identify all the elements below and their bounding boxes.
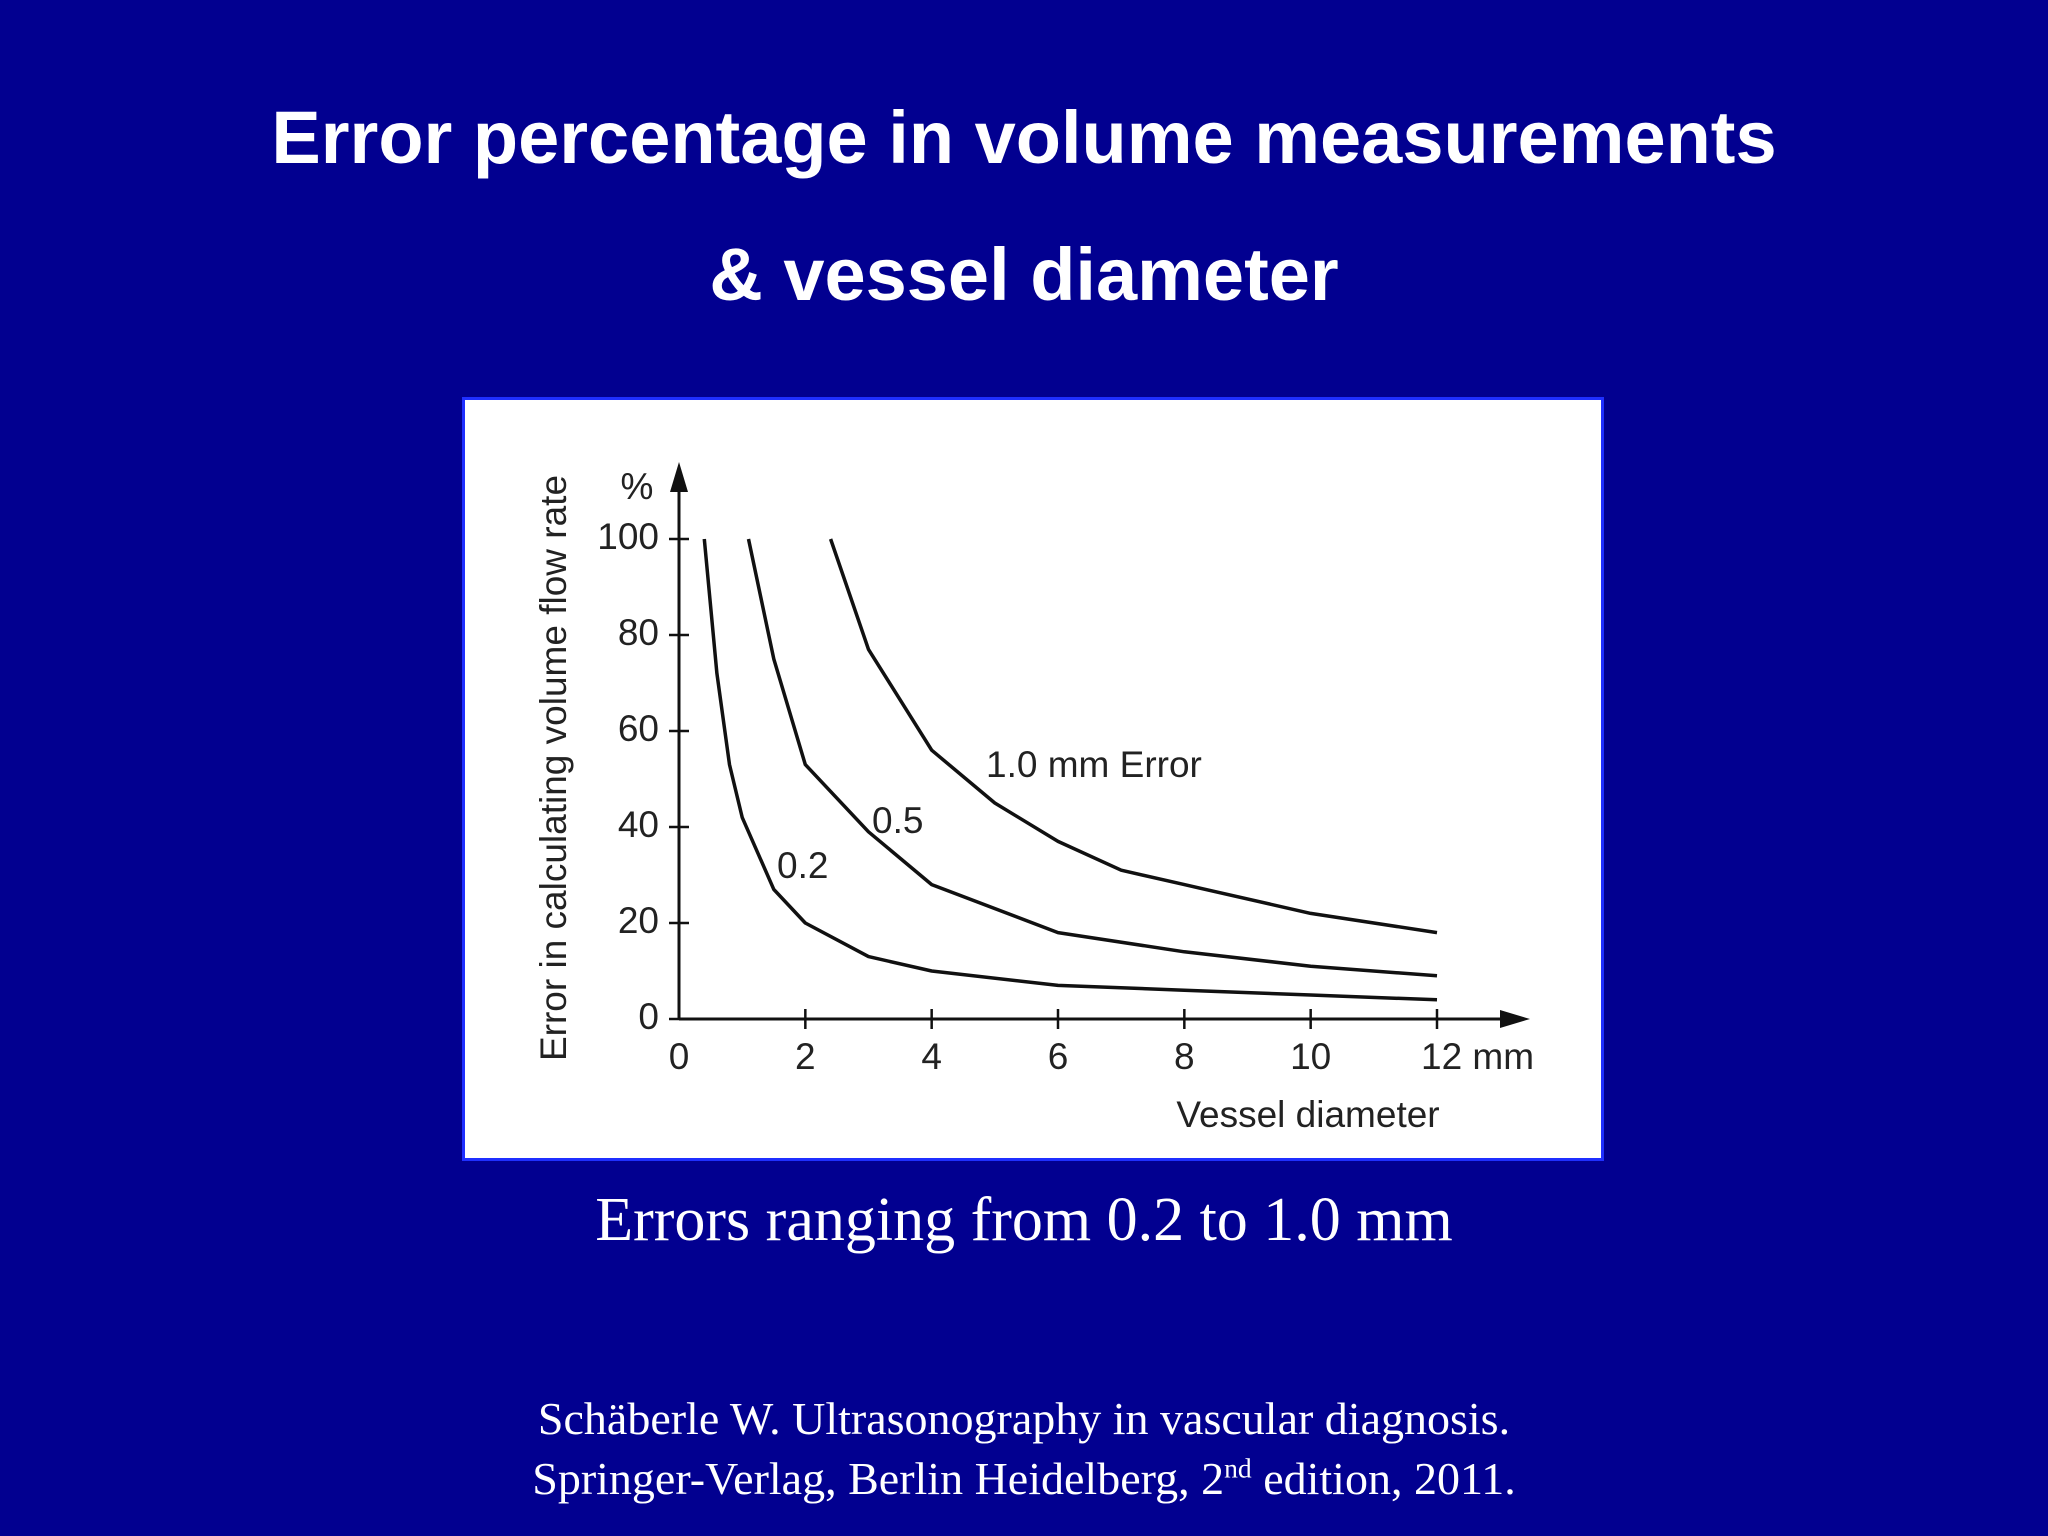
line (746, 538, 1438, 978)
x-tick-label: 10 (1290, 1036, 1331, 1077)
x-tick-label: 4 (921, 1036, 942, 1077)
chart-frame (462, 397, 1604, 1161)
reference-superscript: nd (1224, 1452, 1252, 1484)
y-tick-label: 40 (618, 804, 659, 845)
y-axis-arrow (670, 462, 688, 492)
x-tick-label: 6 (1048, 1036, 1069, 1077)
reference-text: edition, 2011. (1251, 1453, 1516, 1504)
series-label: 0.5 (872, 800, 923, 841)
series-label: 0.2 (777, 845, 828, 886)
x-tick-label: 8 (1174, 1036, 1195, 1077)
y-tick-label: 20 (618, 900, 659, 941)
line (702, 538, 1438, 1002)
x-axis-label: Vessel diameter (1176, 1094, 1439, 1135)
slide-title: Error percentage in volume measurements (271, 96, 1777, 179)
y-tick-label: 60 (618, 708, 659, 749)
reference: Schäberle W. Ultrasonography in vascular… (537, 1393, 1511, 1444)
y-tick-label: 0 (638, 996, 659, 1037)
caption: Errors ranging from 0.2 to 1.0 mm (595, 1186, 1453, 1254)
x-tick-label: 2 (795, 1036, 816, 1077)
y-axis-label: Error in calculating volume flow rate (533, 475, 574, 1061)
y-tick-label: 100 (597, 516, 659, 557)
reference-text: Springer-Verlag, Berlin Heidelberg, 2 (532, 1453, 1225, 1504)
y-tick-label: 80 (618, 612, 659, 653)
series-label: 1.0 mm Error (986, 744, 1202, 785)
x-tick-label: 0 (669, 1036, 690, 1077)
slide-title: & vessel diameter (709, 233, 1339, 316)
y-unit: % (621, 466, 654, 507)
x-tick-label: 12 mm (1421, 1036, 1534, 1077)
x-axis-arrow (1500, 1010, 1530, 1028)
line (828, 538, 1438, 935)
reference: Springer-Verlag, Berlin Heidelberg, 2nd … (0, 1452, 2048, 1505)
